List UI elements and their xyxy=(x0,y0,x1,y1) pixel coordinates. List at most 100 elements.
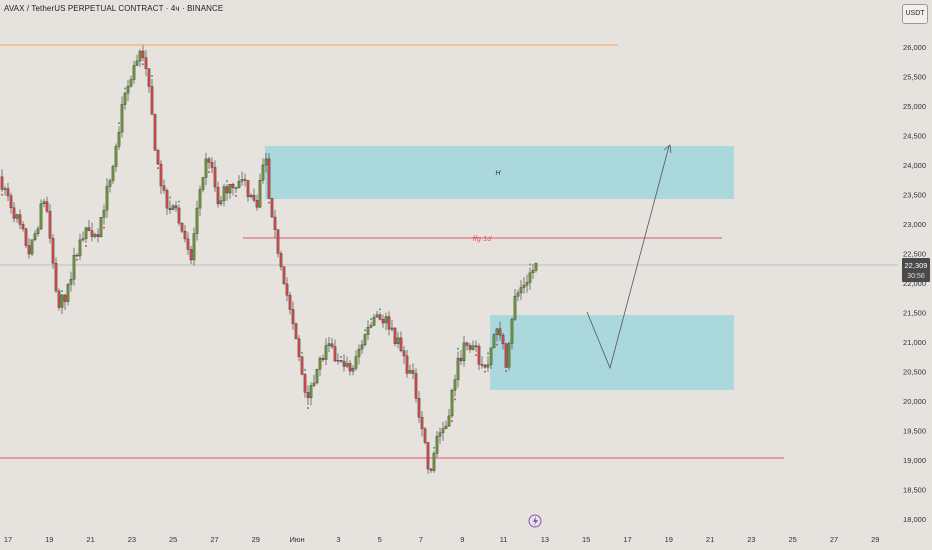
candle xyxy=(408,370,412,374)
candle xyxy=(102,210,106,218)
candle xyxy=(450,389,454,417)
time-tick-label: 17 xyxy=(4,535,12,544)
time-tick-label: Июн xyxy=(290,535,305,544)
time-tick-label: 15 xyxy=(582,535,590,544)
candle xyxy=(105,186,109,211)
candle xyxy=(315,368,319,384)
currency-button[interactable]: USDT xyxy=(902,4,928,24)
candle xyxy=(423,428,427,443)
candle xyxy=(273,216,277,230)
candle xyxy=(198,189,202,209)
fractal-marker xyxy=(268,201,270,204)
candle xyxy=(360,344,364,350)
candle xyxy=(384,316,388,324)
candle xyxy=(351,368,355,372)
candle xyxy=(54,263,58,292)
candle xyxy=(243,179,247,181)
candle xyxy=(393,327,397,344)
projection-path[interactable] xyxy=(586,145,670,370)
candle xyxy=(126,86,130,94)
candle xyxy=(321,357,325,360)
demand-zone[interactable] xyxy=(490,315,734,390)
candle xyxy=(168,207,172,210)
candle xyxy=(513,295,517,320)
candle xyxy=(21,224,25,230)
time-tick-label: 25 xyxy=(169,535,177,544)
candle xyxy=(420,416,424,429)
candle xyxy=(249,195,253,197)
candle xyxy=(183,231,187,240)
time-tick-label: 29 xyxy=(871,535,879,544)
candle xyxy=(240,179,244,182)
candle xyxy=(342,360,346,367)
candle xyxy=(489,347,493,365)
candle xyxy=(282,266,286,285)
candle xyxy=(441,428,445,433)
candles-layer xyxy=(0,45,538,474)
time-tick-label: 19 xyxy=(45,535,53,544)
candle xyxy=(318,357,322,370)
candle xyxy=(9,195,13,208)
fractal-marker xyxy=(370,318,372,321)
candle xyxy=(45,201,49,212)
supply-zone[interactable] xyxy=(265,146,734,199)
price-tick-label: 23,500 xyxy=(903,191,926,200)
fractal-marker xyxy=(304,368,306,371)
chart-title: AVAX / TetherUS PERPETUAL CONTRACT · 4ч … xyxy=(4,4,224,13)
candle xyxy=(108,180,112,187)
candle xyxy=(381,319,385,324)
candle xyxy=(516,292,520,297)
candle xyxy=(285,283,289,296)
candle xyxy=(507,343,511,368)
candle xyxy=(93,234,97,237)
lightning-icon[interactable] xyxy=(528,514,542,528)
fractal-marker xyxy=(85,244,87,247)
time-tick-label: 29 xyxy=(252,535,260,544)
candle xyxy=(144,57,148,69)
candle xyxy=(474,345,478,347)
candle xyxy=(75,254,79,257)
time-tick-label: 17 xyxy=(623,535,631,544)
candle xyxy=(504,343,508,368)
candle xyxy=(477,345,481,365)
price-tick-label: 23,000 xyxy=(903,220,926,229)
fractal-marker xyxy=(151,75,153,78)
time-tick-label: 27 xyxy=(210,535,218,544)
candle xyxy=(354,356,358,369)
time-tick-label: 5 xyxy=(378,535,382,544)
candle xyxy=(24,228,28,246)
price-tick-label: 20,500 xyxy=(903,368,926,377)
candle xyxy=(528,272,532,283)
candle xyxy=(66,284,70,302)
candle xyxy=(90,230,94,237)
candle xyxy=(267,158,271,199)
fractal-marker xyxy=(235,194,237,197)
candle xyxy=(63,294,67,302)
candle xyxy=(375,314,379,318)
price-tick-label: 24,500 xyxy=(903,132,926,141)
candle xyxy=(345,363,349,367)
candle xyxy=(348,363,352,372)
candle xyxy=(432,453,436,471)
candle xyxy=(138,50,142,62)
candle xyxy=(411,370,415,374)
fractal-marker xyxy=(124,87,126,90)
candle xyxy=(99,217,103,237)
candle xyxy=(27,245,31,255)
time-tick-label: 7 xyxy=(419,535,423,544)
candle xyxy=(60,294,64,308)
fractal-marker xyxy=(529,263,531,266)
candle xyxy=(165,190,169,209)
candle xyxy=(495,328,499,335)
candle xyxy=(459,357,463,362)
candle xyxy=(471,345,475,350)
time-tick-label: 25 xyxy=(789,535,797,544)
candle xyxy=(12,207,16,219)
time-axis: 17 19 21 23 25 27 29 Июн 3 5 7 9 11 13 15 17 19 21 23 25 27 2… xyxy=(4,535,880,544)
candle xyxy=(219,200,223,205)
candle xyxy=(300,356,304,375)
fractal-marker xyxy=(364,329,366,332)
price-tick-label: 22,000 xyxy=(903,279,926,288)
candle xyxy=(117,131,121,147)
